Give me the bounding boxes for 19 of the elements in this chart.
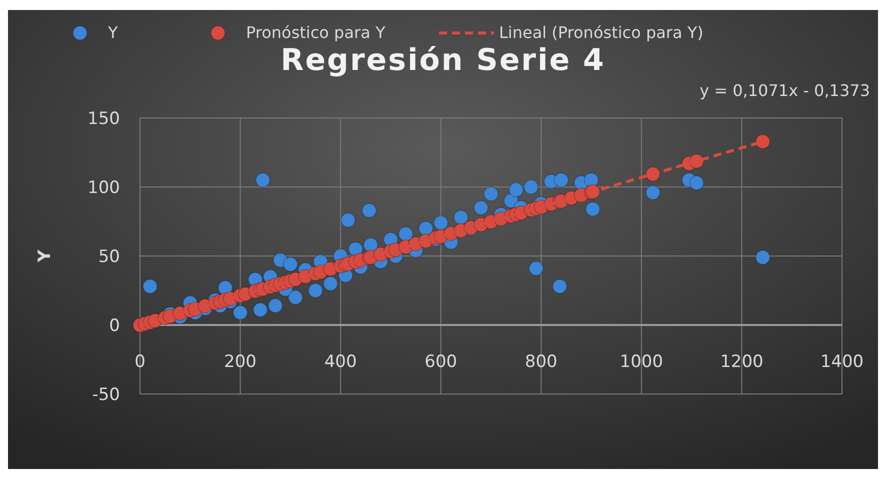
- x-tick-label: 600: [424, 352, 458, 372]
- legend-label: Y: [107, 23, 118, 42]
- x-tick-label: 400: [324, 352, 357, 372]
- legend-label: Pronóstico para Y: [246, 23, 386, 42]
- y-axis-title: Y: [35, 249, 55, 264]
- chart-title: Regresión Serie 4: [280, 43, 606, 78]
- x-tick-label: 1000: [620, 352, 664, 372]
- x-tick-label: 1400: [820, 352, 864, 372]
- y-tick-label: 50: [98, 247, 120, 267]
- y-tick-label: -50: [92, 385, 120, 405]
- x-tick-label: 0: [134, 352, 146, 372]
- y-tick-label: 150: [88, 109, 120, 129]
- y-tick-label: 0: [109, 316, 120, 336]
- text: y = 0,1071x - 0,1373: [700, 81, 870, 100]
- legend-label: Lineal (Pronóstico para Y): [499, 23, 704, 42]
- x-tick-label: 1200: [720, 352, 764, 372]
- y-tick-label: 100: [88, 178, 120, 198]
- x-tick-label: 800: [524, 352, 558, 372]
- x-tick-label: 200: [224, 352, 257, 372]
